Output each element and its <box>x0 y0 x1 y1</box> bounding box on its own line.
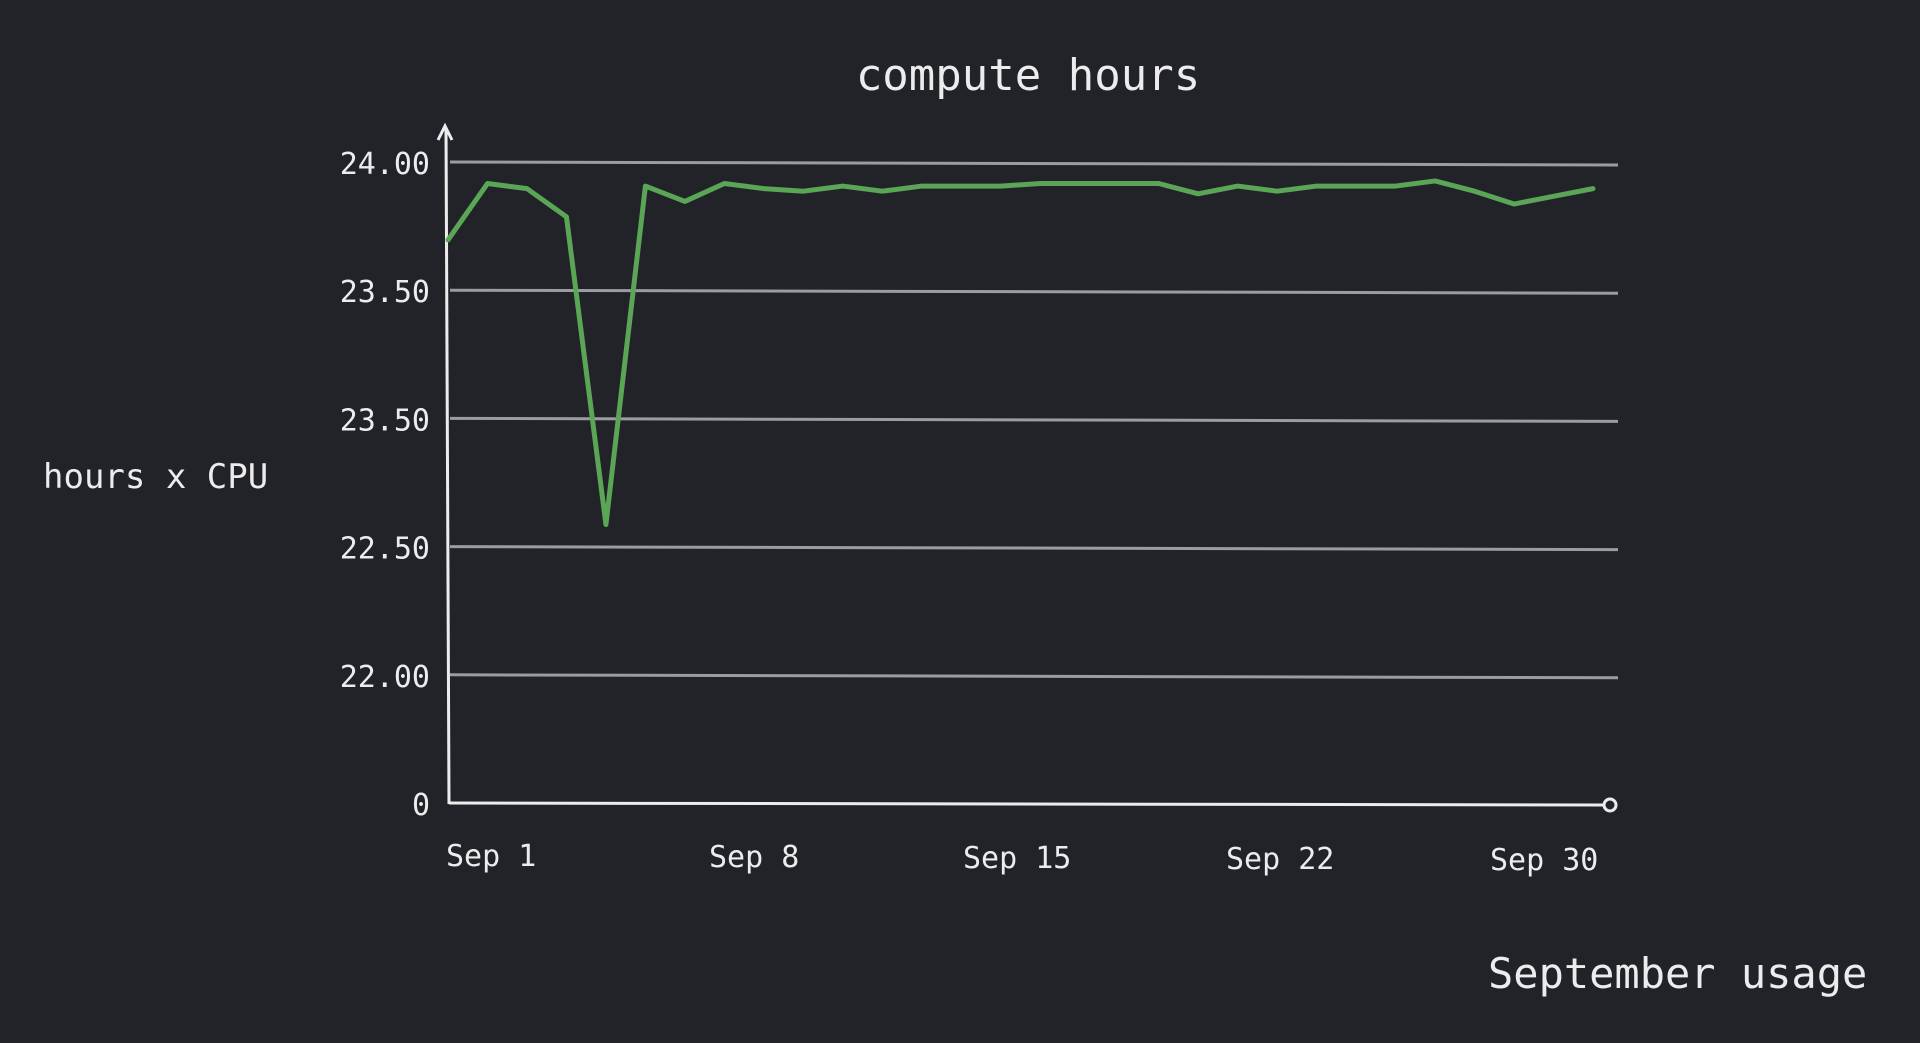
x-tick-label: Sep 1 <box>446 839 536 874</box>
y-axis-label: hours x CPU <box>43 457 268 497</box>
y-tick-label: 23.50 <box>340 275 430 310</box>
gridline <box>449 160 1619 167</box>
y-axis-arrow-icon <box>436 122 454 141</box>
y-axis <box>444 127 451 805</box>
gridline <box>449 416 1619 423</box>
x-tick-label: Sep 22 <box>1226 842 1334 877</box>
chart-title: compute hours <box>856 50 1200 101</box>
gridline <box>449 288 1619 295</box>
y-tick-label: 23.50 <box>340 403 430 438</box>
y-tick-label: 22.00 <box>340 660 430 695</box>
x-axis-end-marker <box>1602 797 1618 813</box>
y-tick-label: 0 <box>412 788 430 823</box>
x-tick-label: Sep 30 <box>1490 843 1598 878</box>
x-axis-label: September usage <box>1488 949 1867 998</box>
y-tick-label: 22.50 <box>340 532 430 567</box>
y-tick-label: 24.00 <box>340 147 430 182</box>
x-tick-label: Sep 8 <box>709 840 799 875</box>
gridline <box>449 673 1619 680</box>
x-axis <box>448 801 1605 807</box>
gridline <box>449 545 1619 552</box>
series-line <box>445 178 1596 528</box>
x-tick-label: Sep 15 <box>963 841 1071 876</box>
